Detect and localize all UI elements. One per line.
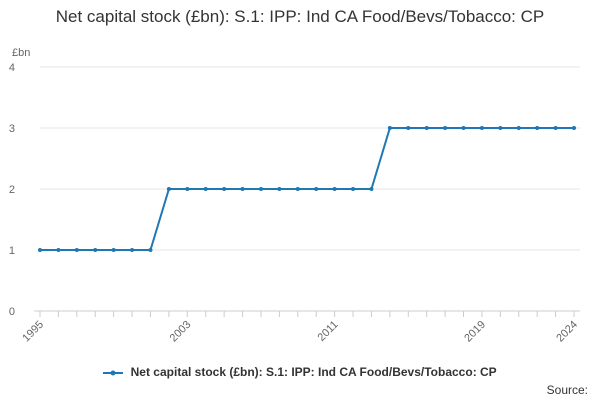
y-tick-label: 0	[9, 306, 15, 318]
data-point	[443, 126, 448, 130]
data-point	[222, 187, 227, 191]
data-point	[406, 126, 411, 130]
data-point	[295, 187, 300, 191]
data-point	[74, 248, 79, 252]
data-point	[498, 126, 503, 130]
source-label: Source:	[546, 383, 588, 397]
legend-label: Net capital stock (£bn): S.1: IPP: Ind C…	[130, 365, 497, 379]
y-axis-ticks: 0 1 2 3 4	[9, 62, 15, 318]
chart-title: Net capital stock (£bn): S.1: IPP: Ind C…	[55, 7, 545, 26]
data-point	[387, 126, 392, 130]
data-point	[258, 187, 263, 191]
y-tick-label: 4	[9, 62, 15, 74]
data-point	[461, 126, 466, 130]
legend: Net capital stock (£bn): S.1: IPP: Ind C…	[0, 365, 600, 379]
x-tick-label: 2019	[462, 319, 488, 345]
x-tick-label: 2024	[554, 319, 580, 345]
data-point	[516, 126, 521, 130]
data-point	[240, 187, 245, 191]
gridlines	[40, 66, 580, 251]
y-axis-unit-label: £bn	[12, 47, 30, 59]
y-tick-label: 2	[9, 184, 15, 196]
data-point	[332, 187, 337, 191]
data-point	[203, 187, 208, 191]
data-point	[572, 126, 576, 130]
data-point	[277, 187, 282, 191]
legend-swatch	[103, 370, 124, 376]
data-point	[553, 126, 558, 130]
data-point	[369, 187, 374, 191]
data-point	[148, 248, 153, 252]
data-point	[314, 187, 319, 191]
series-line	[40, 127, 574, 251]
data-point	[424, 126, 429, 130]
data-point	[130, 248, 135, 252]
x-tick-label: 1995	[20, 319, 46, 345]
series-layer	[38, 126, 576, 252]
data-point	[111, 248, 116, 252]
data-point	[535, 126, 540, 130]
data-point	[93, 248, 98, 252]
data-point	[479, 126, 484, 130]
x-tick-label: 2003	[168, 319, 194, 345]
data-point	[38, 248, 42, 252]
data-point	[166, 187, 171, 191]
y-tick-label: 1	[9, 245, 15, 257]
x-axis: 1995 2003 2011 2019 2024	[20, 310, 580, 345]
data-point	[351, 187, 356, 191]
x-tick-label: 2011	[316, 319, 341, 344]
y-tick-label: 3	[9, 123, 15, 135]
data-point	[56, 248, 61, 252]
data-point	[185, 187, 190, 191]
